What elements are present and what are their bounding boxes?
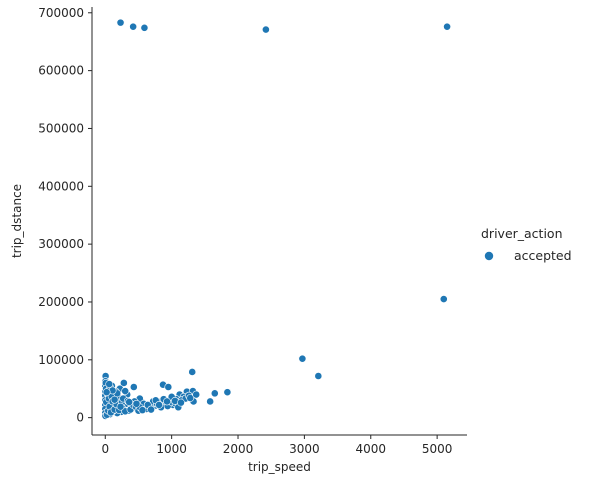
data-point	[206, 397, 215, 406]
data-point	[210, 389, 219, 398]
y-tick-label: 400000	[38, 179, 84, 193]
x-tick-label: 1000	[156, 442, 187, 456]
data-point	[125, 398, 134, 406]
x-tick-label: 3000	[289, 442, 320, 456]
y-tick-label: 0	[76, 411, 84, 425]
y-tick-label: 500000	[38, 121, 84, 135]
data-point	[140, 23, 149, 32]
y-tick-label: 300000	[38, 237, 84, 251]
data-point	[261, 25, 270, 34]
data-point	[116, 18, 125, 27]
legend-label-accepted: accepted	[514, 248, 572, 263]
data-point	[129, 22, 138, 31]
data-point	[119, 379, 128, 387]
axes-spines	[91, 7, 467, 436]
data-point	[192, 390, 201, 399]
legend: driver_action accepted	[481, 226, 572, 263]
data-point	[223, 388, 232, 397]
data-point	[186, 394, 195, 402]
y-tick-label: 700000	[38, 6, 84, 20]
data-point	[132, 399, 141, 408]
data-point	[129, 383, 138, 391]
data-point	[116, 402, 125, 411]
data-point	[110, 395, 119, 404]
x-axis-label: trip_speed	[248, 460, 311, 474]
data-point	[105, 380, 114, 389]
data-points	[101, 18, 451, 420]
x-axis-ticks: 0 1000 2000 3000 4000 5000	[101, 435, 452, 456]
data-point	[163, 397, 171, 406]
y-axis-ticks: 0 100000 200000 300000 400000 500000 600000 700…	[38, 6, 92, 425]
x-tick-label: 4000	[355, 442, 386, 456]
data-point	[439, 295, 448, 303]
y-tick-label: 600000	[38, 64, 84, 78]
data-point	[121, 387, 130, 395]
y-tick-label: 100000	[38, 353, 84, 367]
data-point	[155, 401, 163, 409]
data-point	[138, 406, 147, 415]
y-axis-label: trip_dstance	[10, 184, 24, 258]
data-point	[147, 405, 155, 414]
data-point	[443, 22, 451, 31]
x-tick-label: 0	[101, 442, 109, 456]
data-point	[298, 354, 307, 363]
data-point	[102, 388, 111, 397]
legend-marker-accepted	[483, 250, 494, 261]
data-point	[314, 372, 323, 380]
data-point	[188, 368, 197, 376]
y-tick-label: 200000	[38, 295, 84, 309]
x-tick-label: 2000	[223, 442, 254, 456]
data-point	[177, 398, 185, 407]
legend-title: driver_action	[481, 226, 563, 241]
data-point	[164, 383, 173, 391]
x-tick-label: 5000	[422, 442, 453, 456]
